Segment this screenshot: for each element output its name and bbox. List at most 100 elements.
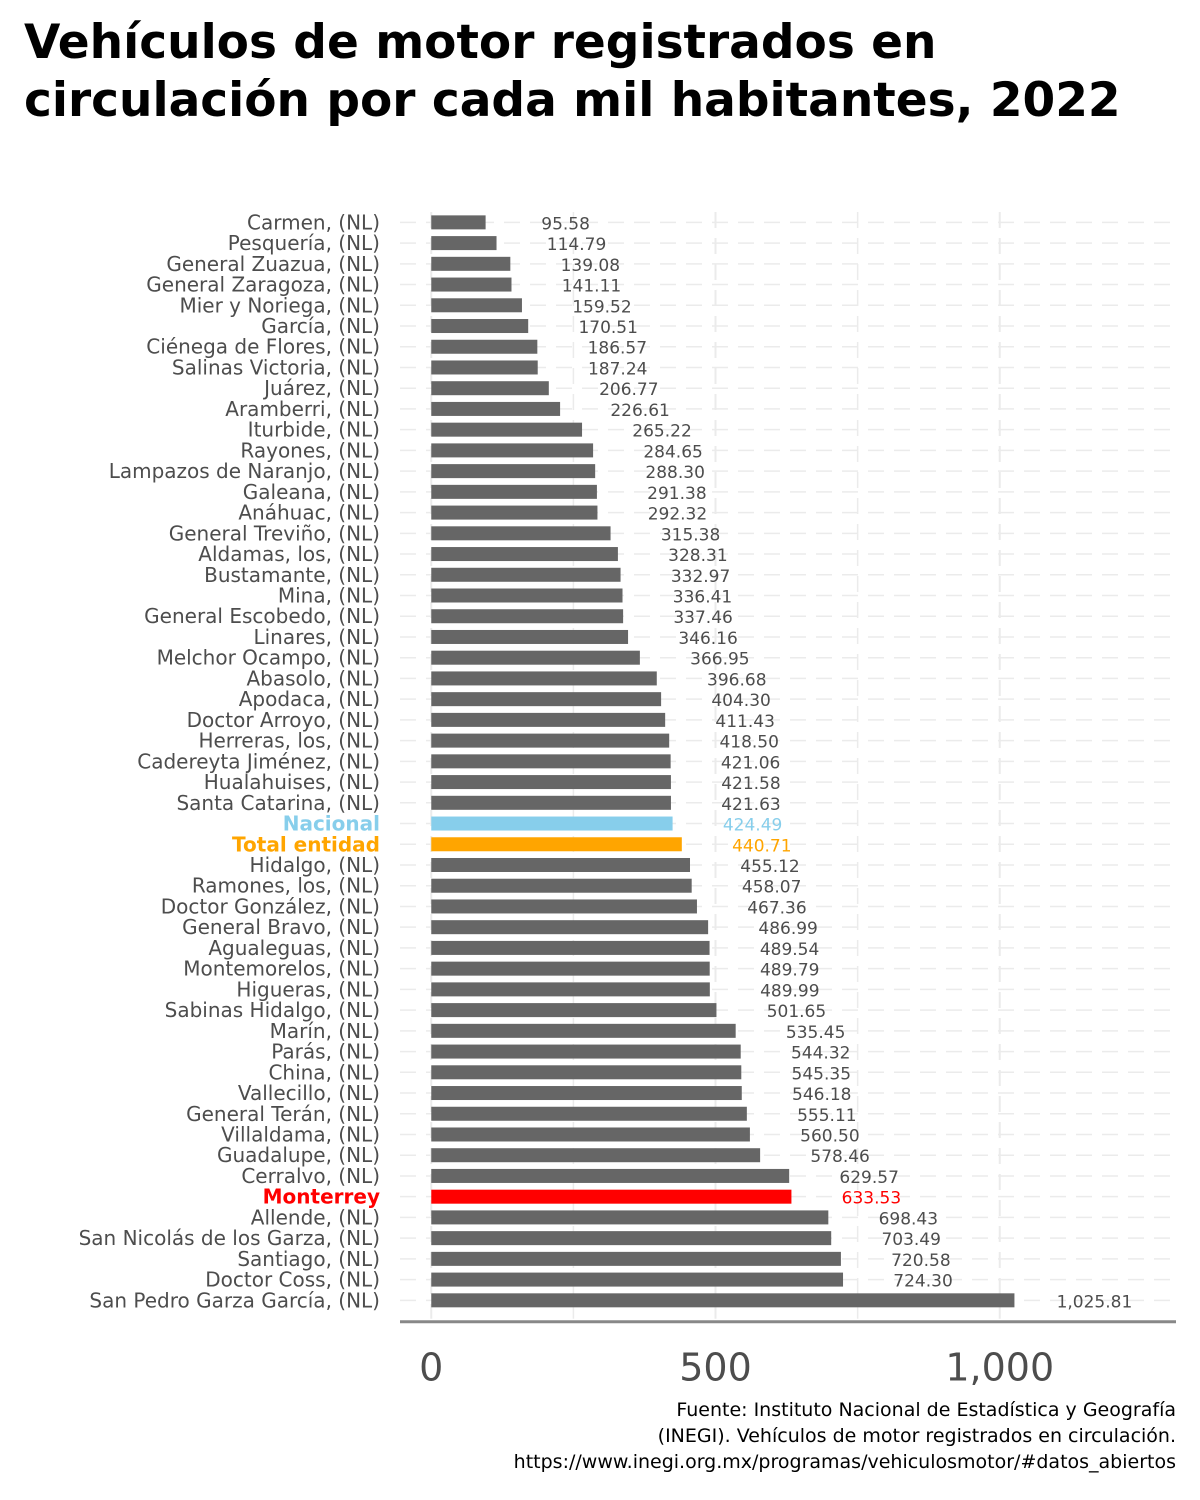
bar	[431, 940, 710, 955]
value-label: 396.68	[707, 670, 766, 690]
category-label: Guadalupe, (NL)	[217, 1143, 380, 1167]
bar	[431, 547, 618, 562]
bar	[431, 443, 594, 458]
value-label: 544.32	[791, 1044, 850, 1064]
source-line: (INEGI). Vehículos de motor registrados …	[657, 1425, 1176, 1447]
bar	[431, 339, 538, 354]
bar	[431, 1293, 1015, 1308]
category-label: Bustamante, (NL)	[204, 563, 380, 587]
value-label: 328.31	[668, 546, 727, 566]
category-label: Santa Catarina, (NL)	[176, 791, 380, 815]
value-label: 170.51	[578, 318, 637, 338]
category-label: Higueras, (NL)	[236, 977, 380, 1001]
value-label: 206.77	[599, 380, 658, 400]
bar	[431, 215, 486, 230]
value-label: 489.54	[760, 940, 819, 960]
category-label: Pesquería, (NL)	[228, 231, 380, 255]
value-label: 421.63	[721, 795, 780, 815]
category-label: Marín, (NL)	[270, 1019, 380, 1043]
category-label: Anáhuac, (NL)	[238, 501, 380, 525]
category-label: Vallecillo, (NL)	[238, 1081, 380, 1105]
category-label: Galeana, (NL)	[243, 480, 380, 504]
value-label: 332.97	[671, 567, 730, 587]
bar	[431, 422, 583, 437]
bar	[431, 671, 657, 686]
bars	[431, 215, 1015, 1308]
category-label: Agualeguas, (NL)	[208, 936, 380, 960]
bar	[431, 236, 497, 251]
value-label: 265.22	[632, 422, 691, 442]
x-tick-label: 0	[419, 1346, 443, 1390]
category-label: Allende, (NL)	[251, 1205, 380, 1229]
value-label: 720.58	[891, 1251, 950, 1271]
bar	[431, 484, 597, 499]
bar	[431, 837, 682, 852]
bar	[431, 857, 691, 872]
value-label: 535.45	[786, 1023, 845, 1043]
bar	[431, 298, 522, 313]
bar	[431, 775, 671, 790]
bar	[431, 360, 538, 375]
category-label: Aldamas, los, (NL)	[198, 542, 380, 566]
category-label: Salinas Victoria, (NL)	[172, 355, 380, 379]
bar	[431, 505, 598, 520]
value-label: 95.58	[541, 214, 590, 234]
category-label: García, (NL)	[261, 314, 380, 338]
value-label: 346.16	[678, 629, 737, 649]
bar	[431, 1044, 741, 1059]
bar	[431, 899, 697, 914]
bar	[431, 381, 549, 396]
value-label: 366.95	[690, 650, 749, 670]
value-label: 629.57	[839, 1168, 898, 1188]
category-label: Santiago, (NL)	[237, 1247, 380, 1271]
bar	[431, 795, 671, 810]
value-label: 291.38	[647, 484, 706, 504]
category-label: Cerralvo, (NL)	[241, 1164, 380, 1188]
bar	[431, 567, 621, 582]
bar	[431, 1251, 841, 1266]
category-label: Lampazos de Naranjo, (NL)	[109, 459, 380, 483]
value-label: 284.65	[643, 442, 702, 462]
value-label: 187.24	[588, 359, 647, 379]
category-label: Villaldama, (NL)	[221, 1122, 380, 1146]
bar	[431, 1086, 742, 1101]
value-label: 337.46	[673, 608, 732, 628]
bar	[431, 712, 666, 727]
bar	[431, 609, 624, 624]
value-label: 578.46	[810, 1147, 869, 1167]
category-label: General Bravo, (NL)	[182, 915, 380, 939]
category-label: China, (NL)	[268, 1060, 380, 1084]
value-label: 546.18	[792, 1085, 851, 1105]
value-label: 698.43	[879, 1209, 938, 1229]
bar	[431, 733, 670, 748]
chart-title: Vehículos de motor registrados en circul…	[24, 15, 1121, 128]
category-label: Iturbide, (NL)	[248, 418, 380, 442]
value-label: 486.99	[758, 919, 817, 939]
category-label: Total entidad	[232, 832, 380, 856]
value-label: 404.30	[711, 691, 770, 711]
value-label: 455.12	[740, 857, 799, 877]
bar	[431, 1127, 750, 1142]
bar	[431, 401, 561, 416]
category-label: Doctor Coss, (NL)	[205, 1268, 380, 1292]
bar	[431, 961, 710, 976]
value-label: 555.11	[797, 1106, 856, 1126]
source-line: Fuente: Instituto Nacional de Estadístic…	[676, 1399, 1176, 1421]
value-label: 141.11	[562, 277, 621, 297]
bar	[431, 588, 623, 603]
bar	[431, 920, 709, 935]
category-label: General Zuazua, (NL)	[166, 252, 380, 276]
category-label: San Pedro Garza García, (NL)	[89, 1288, 380, 1312]
category-label: Montemorelos, (NL)	[183, 957, 380, 981]
value-label: 315.38	[661, 525, 720, 545]
value-label: 458.07	[742, 878, 801, 898]
value-label: 336.41	[673, 588, 732, 608]
value-label: 186.57	[588, 339, 647, 359]
category-label: Ciénega de Flores, (NL)	[146, 335, 380, 359]
bar	[431, 1168, 790, 1183]
value-label: 703.49	[881, 1230, 940, 1250]
bar	[431, 754, 671, 769]
category-label: Cadereyta Jiménez, (NL)	[137, 749, 380, 773]
category-label: General Escobedo, (NL)	[144, 604, 380, 628]
bar	[431, 1148, 761, 1163]
